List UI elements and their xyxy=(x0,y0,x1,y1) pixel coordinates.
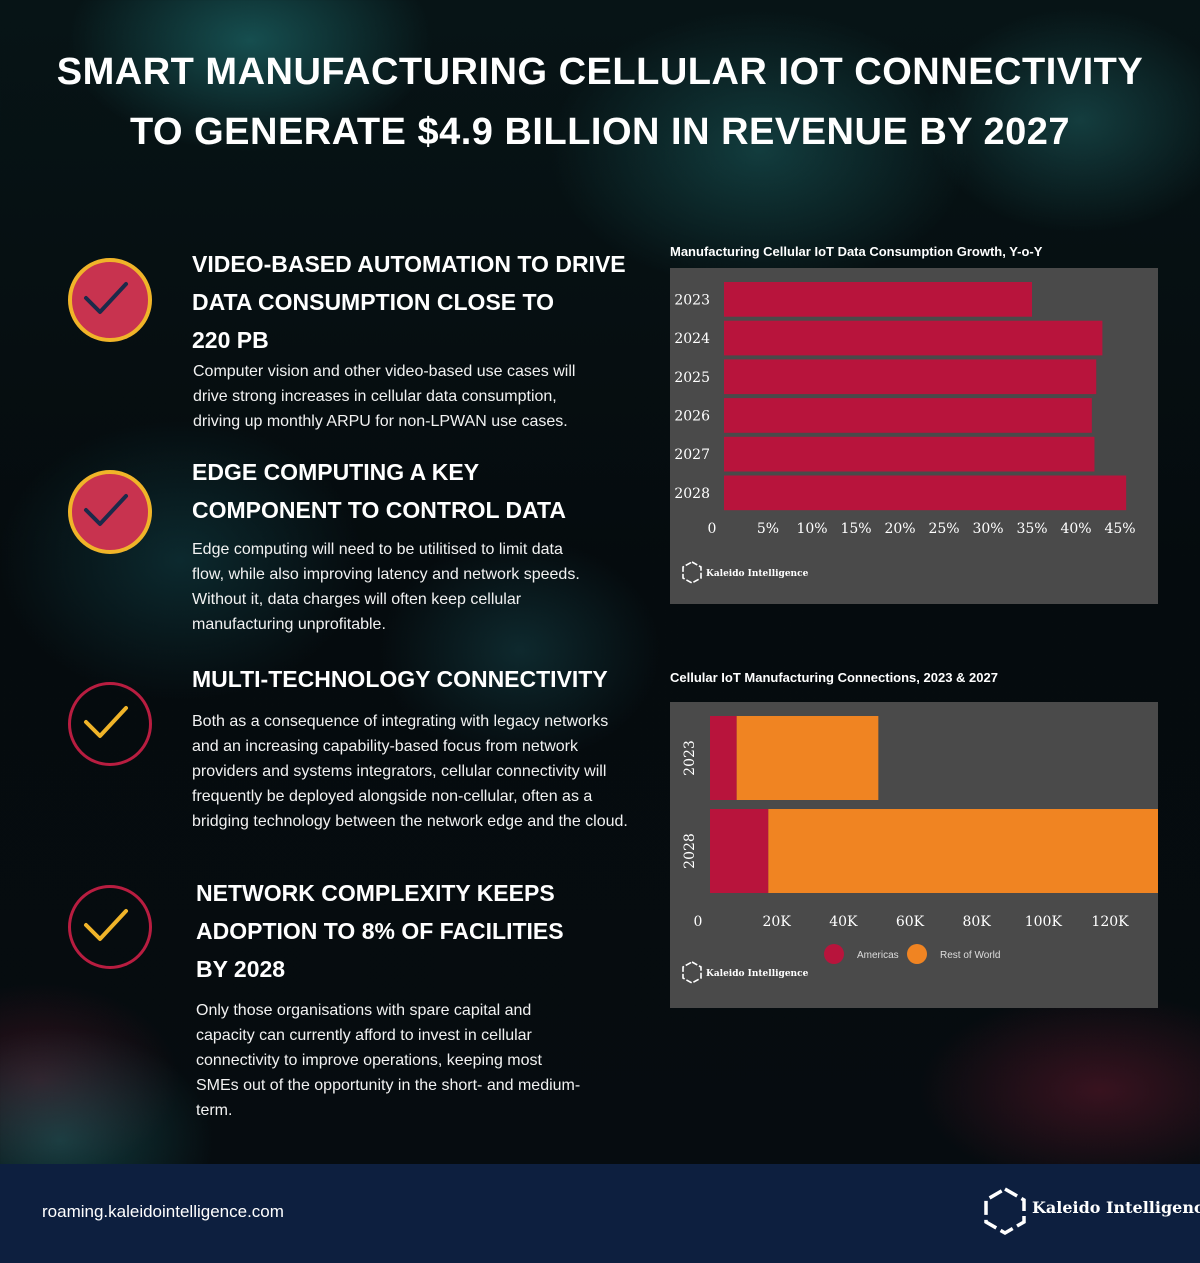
y-tick-label: 2028 xyxy=(682,833,698,869)
body-line: capacity can currently afford to invest … xyxy=(196,1027,532,1044)
heading-line: COMPONENT TO CONTROL DATA xyxy=(192,497,566,523)
legend-label: Americas xyxy=(857,950,899,961)
bar xyxy=(724,320,1103,356)
heading-line: MULTI-TECHNOLOGY CONNECTIVITY xyxy=(192,666,608,692)
body-line: Only those organisations with spare capi… xyxy=(196,1002,532,1019)
legend-swatch xyxy=(907,944,927,964)
body-line: Without it, data charges will often keep… xyxy=(192,591,522,608)
chart-2-svg: 2023 2028 0 20K 40K 60K 80K 100K 120K Americas Res… xyxy=(682,716,1160,984)
footer-brand: Kaleido Intelligence xyxy=(1032,1198,1200,1217)
page-title: SMART MANUFACTURING CELLULAR IOT CONNECT… xyxy=(0,42,1200,162)
body-line: Computer vision and other video-based us… xyxy=(193,363,576,380)
x-tick-label: 25% xyxy=(928,521,959,537)
x-tick-label: 10% xyxy=(796,521,827,537)
x-tick-label: 0 xyxy=(694,914,703,930)
legend-swatch xyxy=(824,944,844,964)
bar-segment xyxy=(768,809,1160,893)
chart-1-title: Manufacturing Cellular IoT Data Consumpt… xyxy=(670,244,1043,259)
heading-line: DATA CONSUMPTION CLOSE TO xyxy=(192,289,555,315)
footer-url-link[interactable]: roaming.kaleidointelligence.com xyxy=(42,1202,284,1221)
body-line: flow, while also improving latency and n… xyxy=(192,566,580,583)
check-filled-icon xyxy=(68,258,152,342)
legend-label: Rest of World xyxy=(940,950,1000,961)
title-line-1: SMART MANUFACTURING CELLULAR IOT CONNECT… xyxy=(56,51,1144,93)
heading-line: EDGE COMPUTING A KEY xyxy=(192,459,480,485)
x-tick-label: 30% xyxy=(972,521,1003,537)
bar xyxy=(724,436,1095,472)
body-line: and an increasing capability-based focus… xyxy=(192,738,578,755)
x-tick-label: 20% xyxy=(884,521,915,537)
x-tick-label: 60K xyxy=(896,914,925,930)
x-tick-label: 0 xyxy=(708,521,717,537)
check-filled-icon xyxy=(68,470,152,554)
kaleido-logo-icon xyxy=(984,1186,1026,1236)
x-tick-label: 40% xyxy=(1060,521,1091,537)
body-line: Edge computing will need to be utilitise… xyxy=(192,541,563,558)
body-line: Both as a consequence of integrating wit… xyxy=(192,713,609,730)
x-tick-label: 120K xyxy=(1091,914,1129,930)
x-tick-label: 80K xyxy=(963,914,992,930)
bar-segment xyxy=(710,716,737,800)
heading-line: ADOPTION TO 8% OF FACILITIES xyxy=(196,918,564,944)
body-line: SMEs out of the opportunity in the short… xyxy=(196,1077,581,1094)
section-2-body: Edge computing will need to be utilitise… xyxy=(192,537,580,637)
chart-1-svg: 2023 2024 2025 2026 2027 2028 0 5% 10% 15% 20% 25% 3… xyxy=(674,282,1136,584)
bar xyxy=(724,398,1092,433)
y-tick-label: 2026 xyxy=(674,408,710,424)
kaleido-logo-icon xyxy=(682,961,702,984)
watermark-label: Kaleido Intelligence xyxy=(706,969,809,979)
body-line: drive strong increases in cellular data … xyxy=(193,388,557,405)
body-line: term. xyxy=(196,1102,233,1119)
section-3-heading: MULTI-TECHNOLOGY CONNECTIVITY xyxy=(192,660,608,698)
heading-line: VIDEO-BASED AUTOMATION TO DRIVE xyxy=(192,251,626,277)
section-4-heading: NETWORK COMPLEXITY KEEPS ADOPTION TO 8% … xyxy=(196,874,564,988)
title-line-2: TO GENERATE $4.9 BILLION IN REVENUE BY 2… xyxy=(129,111,1071,153)
footer: roaming.kaleidointelligence.com Kaleido … xyxy=(0,1164,1200,1263)
section-2-heading: EDGE COMPUTING A KEY COMPONENT TO CONTRO… xyxy=(192,453,566,529)
heading-line: BY 2028 xyxy=(196,956,286,982)
bar-segment xyxy=(710,809,769,893)
section-1-heading: VIDEO-BASED AUTOMATION TO DRIVE DATA CON… xyxy=(192,245,626,359)
body-line: providers and systems integrators, cellu… xyxy=(192,763,607,780)
heading-line: 220 PB xyxy=(192,327,269,353)
body-line: manufacturing unprofitable. xyxy=(192,616,386,633)
x-tick-label: 35% xyxy=(1016,521,1047,537)
y-tick-label: 2023 xyxy=(674,292,710,308)
bar xyxy=(724,282,1032,317)
y-tick-label: 2024 xyxy=(674,331,710,347)
body-line: connectivity to improve operations, keep… xyxy=(196,1052,542,1069)
section-4-body: Only those organisations with spare capi… xyxy=(196,998,580,1123)
y-tick-label: 2023 xyxy=(682,740,698,776)
body-line: driving up monthly ARPU for non-LPWAN us… xyxy=(193,413,568,430)
heading-line: NETWORK COMPLEXITY KEEPS xyxy=(196,880,555,906)
x-tick-label: 45% xyxy=(1104,521,1135,537)
bar xyxy=(724,359,1097,395)
bar-segment xyxy=(736,716,879,800)
body-line: frequently be deployed alongside non-cel… xyxy=(192,788,593,805)
chart-2-panel: 2023 2028 0 20K 40K 60K 80K 100K 120K Americas Res… xyxy=(670,702,1160,1008)
body-line: bridging technology between the network … xyxy=(192,813,628,830)
x-tick-label: 100K xyxy=(1025,914,1063,930)
check-ring-icon xyxy=(68,682,152,766)
y-tick-label: 2025 xyxy=(674,370,710,386)
chart-2-title: Cellular IoT Manufacturing Connections, … xyxy=(670,670,998,685)
x-tick-label: 15% xyxy=(840,521,871,537)
section-1-body: Computer vision and other video-based us… xyxy=(193,359,575,434)
kaleido-logo-icon xyxy=(682,561,702,584)
x-tick-label: 5% xyxy=(757,521,779,537)
x-tick-label: 20K xyxy=(763,914,792,930)
y-tick-label: 2028 xyxy=(674,486,710,502)
bar xyxy=(724,475,1127,511)
y-tick-label: 2027 xyxy=(674,447,710,463)
section-3-body: Both as a consequence of integrating wit… xyxy=(192,709,628,834)
chart-1-panel: 2023 2024 2025 2026 2027 2028 0 5% 10% 15% 20% 25% 3… xyxy=(670,268,1158,604)
check-ring-icon xyxy=(68,885,152,969)
watermark-label: Kaleido Intelligence xyxy=(706,569,809,579)
x-tick-label: 40K xyxy=(829,914,858,930)
